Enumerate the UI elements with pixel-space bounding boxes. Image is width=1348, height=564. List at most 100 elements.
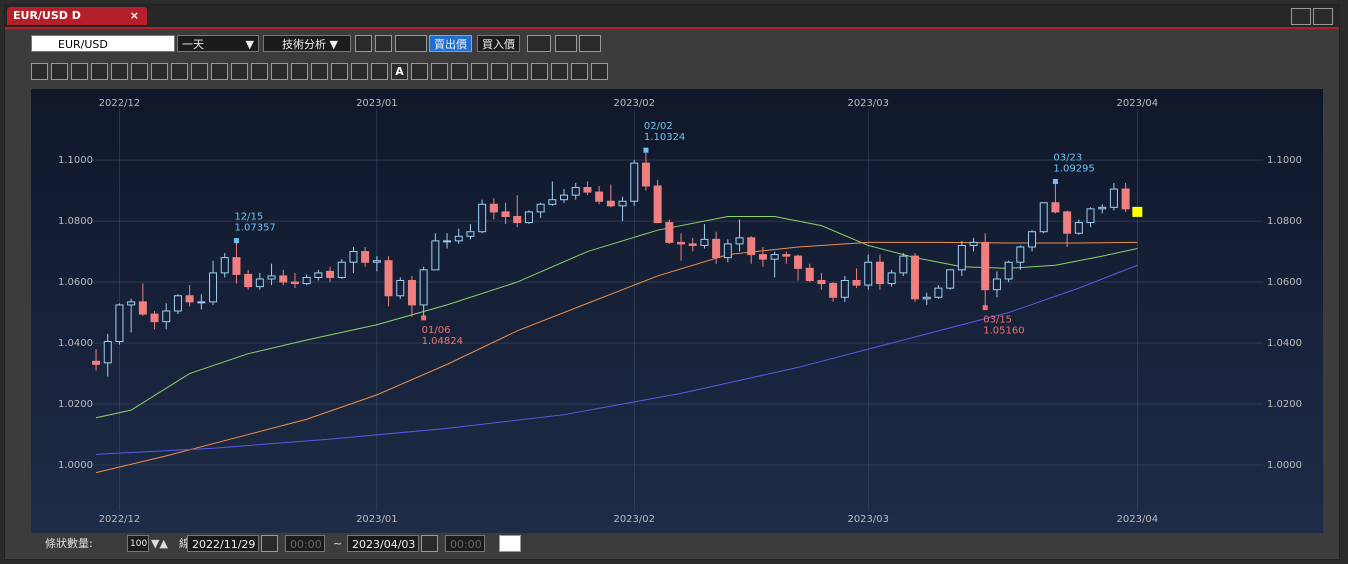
- candle-body: [454, 235, 463, 242]
- calendar[interactable]: [261, 535, 278, 552]
- candle-body: [127, 301, 136, 306]
- candle-body: [992, 278, 1001, 291]
- candle-body: [723, 243, 732, 259]
- chart: 1.0000 1.0000 1.0200 1.0200 1.0400 1.0400 1.06…: [31, 89, 1323, 533]
- candle-body: [1121, 188, 1130, 210]
- candle-body: [1086, 208, 1095, 224]
- candle-body: [688, 243, 697, 246]
- area-button[interactable]: [395, 35, 427, 52]
- candle-body: [1051, 202, 1060, 213]
- buy: 買入價: [482, 38, 515, 51]
- tool-button[interactable]: [91, 63, 108, 80]
- zoom-out[interactable]: [555, 35, 577, 52]
- zoom-in[interactable]: [579, 35, 601, 52]
- candle-body: [220, 257, 229, 274]
- tool-button[interactable]: [351, 63, 368, 80]
- candle-body: [443, 240, 452, 243]
- period-select[interactable]: 一天 ▼: [177, 35, 259, 52]
- candle-body: [1039, 202, 1048, 233]
- close-button[interactable]: [1313, 8, 1333, 25]
- candle-body: [934, 287, 943, 298]
- candle-body: [606, 200, 615, 207]
- tool-button[interactable]: [31, 63, 48, 80]
- candle-body: [560, 194, 569, 201]
- annotation-date: 03/23: [1053, 153, 1082, 164]
- tool-button[interactable]: A: [391, 63, 408, 80]
- extreme-marker: [643, 147, 649, 153]
- candle-body: [267, 275, 276, 280]
- tool-button[interactable]: [71, 63, 88, 80]
- tool-button[interactable]: [231, 63, 248, 80]
- candle-body: [583, 187, 592, 193]
- to-time[interactable]: 00:00: [445, 535, 485, 552]
- candle-body: [677, 241, 686, 245]
- tool-button[interactable]: [491, 63, 508, 80]
- tool-button[interactable]: [531, 63, 548, 80]
- candle-body: [700, 238, 709, 246]
- x-tick-label: 2023/02: [613, 98, 655, 109]
- from-date[interactable]: 2022/11/29: [187, 535, 259, 552]
- sell-button[interactable]: 賣出價: [429, 35, 472, 52]
- candle-body: [524, 211, 533, 224]
- tool-button[interactable]: [591, 63, 608, 80]
- separator: ~: [333, 537, 343, 550]
- symbol-select[interactable]: EUR/USD: [31, 35, 175, 52]
- candle-body: [501, 211, 510, 217]
- tool-button[interactable]: [311, 63, 328, 80]
- tab[interactable]: EUR/USD D ×: [7, 7, 147, 25]
- annotation-value: 1.09295: [1053, 164, 1094, 175]
- annotation-value: 1.10324: [644, 132, 685, 143]
- tool-button[interactable]: [511, 63, 528, 80]
- calendar[interactable]: [421, 535, 438, 552]
- from-time[interactable]: 00:00: [285, 535, 325, 552]
- x-tick-label: 2022/12: [99, 514, 141, 525]
- maximize-button[interactable]: [1291, 8, 1311, 25]
- candle-body: [396, 280, 405, 297]
- tool-button[interactable]: [471, 63, 488, 80]
- candle-body: [805, 267, 814, 282]
- candle-body: [911, 255, 920, 300]
- candle-body: [840, 280, 849, 298]
- tool-button[interactable]: [551, 63, 568, 80]
- tool-button[interactable]: [131, 63, 148, 80]
- tool-button[interactable]: [51, 63, 68, 80]
- tool-button[interactable]: [331, 63, 348, 80]
- candle-body: [279, 275, 288, 283]
- candle-body: [735, 237, 744, 245]
- candle-body: [489, 203, 498, 213]
- tool-button[interactable]: [151, 63, 168, 80]
- tool-button[interactable]: [211, 63, 228, 80]
- refresh-button[interactable]: [499, 535, 521, 552]
- tool-button[interactable]: [451, 63, 468, 80]
- tool-button[interactable]: [411, 63, 428, 80]
- tool-button[interactable]: [171, 63, 188, 80]
- tab-close[interactable]: ×: [129, 9, 139, 22]
- tool-button[interactable]: [291, 63, 308, 80]
- candle-body: [548, 199, 557, 205]
- tool-button[interactable]: [251, 63, 268, 80]
- x-tick-label: 2023/01: [356, 98, 398, 109]
- bar-button[interactable]: [527, 35, 551, 52]
- pen-button[interactable]: [355, 35, 372, 52]
- tool-button[interactable]: [111, 63, 128, 80]
- tool-button[interactable]: [571, 63, 588, 80]
- tool-button[interactable]: [191, 63, 208, 80]
- tool-button[interactable]: [431, 63, 448, 80]
- candle-body: [232, 257, 241, 275]
- buy-button[interactable]: 買入價: [477, 35, 520, 52]
- candle-body: [384, 260, 393, 297]
- x-tick-label: 2023/03: [847, 98, 889, 109]
- candle-body: [946, 269, 955, 289]
- candle-body: [244, 273, 253, 288]
- candle-body: [1063, 211, 1072, 234]
- info-button[interactable]: [375, 35, 392, 52]
- analysis-button[interactable]: 技術分析 ▼: [263, 35, 351, 52]
- tool-button[interactable]: [371, 63, 388, 80]
- y-tick-label: 1.0800: [58, 216, 93, 227]
- tool-button[interactable]: [271, 63, 288, 80]
- to-date[interactable]: 2023/04/03: [347, 535, 419, 552]
- candle-body: [712, 238, 721, 259]
- count-label: 條狀數量:: [45, 537, 93, 550]
- y-tick-label: 1.1000: [1267, 155, 1302, 166]
- count[interactable]: 100: [127, 535, 149, 552]
